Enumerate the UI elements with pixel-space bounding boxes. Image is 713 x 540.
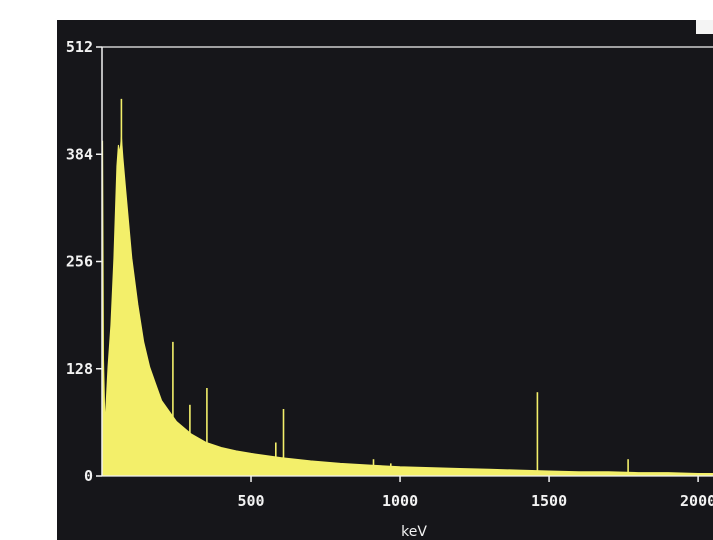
x-tick-label: 1000 — [382, 492, 418, 510]
spectrum-chart: 0 128 256 384 512 500 1000 1500 2000 keV — [66, 38, 713, 540]
x-tick-label: 1500 — [531, 492, 567, 510]
y-tick-label: 0 — [84, 467, 93, 485]
chart-axes — [96, 46, 713, 482]
x-tick-label: 2000 — [680, 492, 713, 510]
y-tick-label: 512 — [66, 38, 93, 56]
chart-marks — [101, 98, 713, 477]
spectrum-panel: 0 128 256 384 512 500 1000 1500 2000 keV — [57, 20, 713, 540]
chart-labels: 0 128 256 384 512 500 1000 1500 2000 keV — [66, 38, 713, 540]
y-tick-label: 384 — [66, 145, 93, 163]
spectrum-area — [101, 136, 713, 477]
x-axis-title: keV — [401, 524, 427, 540]
corner-marker — [696, 20, 713, 34]
x-tick-label: 500 — [237, 492, 264, 510]
y-tick-label: 128 — [66, 360, 93, 378]
y-tick-label: 256 — [66, 253, 93, 271]
